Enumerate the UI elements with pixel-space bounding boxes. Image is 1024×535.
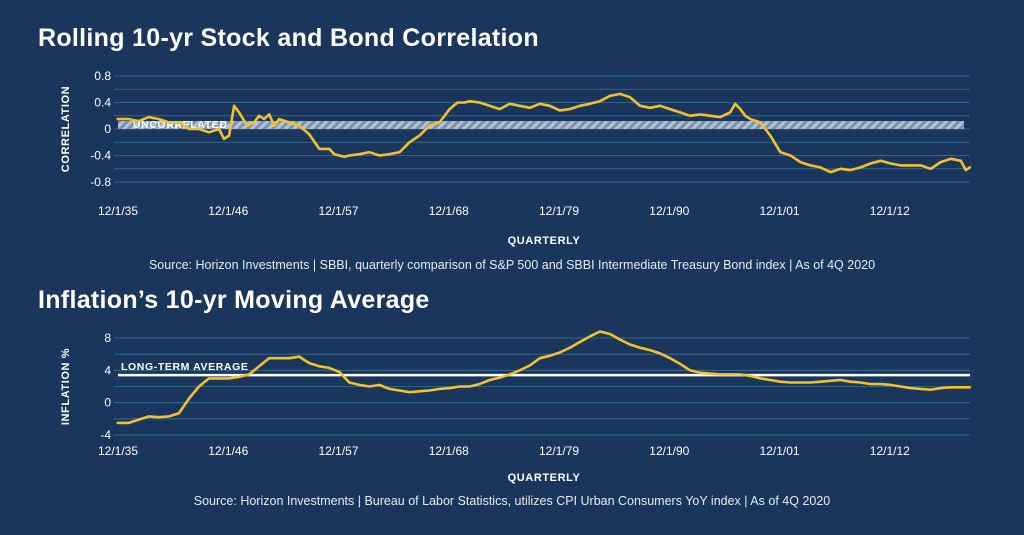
y-tick-label: 0.8	[94, 69, 111, 83]
x-tick-label: 12/1/90	[649, 444, 689, 458]
y-tick-label: 8	[104, 331, 111, 345]
y-tick-label: -0.4	[90, 149, 111, 163]
y-tick-label: 0	[104, 396, 111, 410]
x-tick-label: 12/1/12	[870, 204, 910, 218]
x-tick-label: 12/1/01	[760, 444, 800, 458]
inflation-source-note: Source: Horizon Investments | Bureau of …	[193, 494, 831, 508]
uncorrelated-band	[118, 121, 964, 129]
x-tick-label: 12/1/79	[539, 204, 579, 218]
x-axis-label: QUARTERLY	[508, 235, 581, 247]
x-tick-label: 12/1/79	[539, 444, 579, 458]
x-axis-label: QUARTERLY	[508, 472, 581, 484]
y-axis-label: INFLATION %	[60, 348, 72, 425]
y-tick-label: 0	[104, 122, 111, 136]
y-axis-label: CORRELATION	[60, 86, 72, 172]
y-tick-label: 0.4	[94, 96, 111, 110]
x-tick-label: 12/1/46	[208, 444, 248, 458]
stock-bond-source-note: Source: Horizon Investments | SBBI, quar…	[148, 258, 876, 272]
uncorrelated-label: UNCORRELATED	[133, 119, 228, 131]
series-line	[116, 92, 972, 174]
series-line	[116, 330, 972, 425]
x-tick-label: 12/1/46	[208, 204, 248, 218]
inflation-chart-title: Inflation’s 10-yr Moving Average	[38, 286, 430, 314]
stock-bond-chart-title: Rolling 10-yr Stock and Bond Correlation	[38, 24, 539, 52]
correlation-chart: UNCORRELATED 0.8 0.4 0 -0.4 -0.8 12/1/35 12/1/4…	[60, 69, 972, 247]
x-tick-label: 12/1/35	[98, 204, 138, 218]
x-tick-label: 12/1/57	[318, 204, 358, 218]
long-term-average-label: LONG-TERM AVERAGE	[121, 361, 248, 373]
x-tick-label: 12/1/68	[429, 204, 469, 218]
inflation-chart: LONG-TERM AVERAGE 8 4 0 -4 12/1/35 12/1/46 12/1…	[60, 330, 972, 484]
x-tick-label: 12/1/01	[760, 204, 800, 218]
x-tick-label: 12/1/35	[98, 444, 138, 458]
x-tick-label: 12/1/90	[649, 204, 689, 218]
x-tick-label: 12/1/57	[318, 444, 358, 458]
x-tick-label: 12/1/68	[429, 444, 469, 458]
y-tick-label: -0.8	[90, 175, 111, 189]
y-tick-label: -4	[100, 428, 111, 442]
y-tick-label: 4	[104, 363, 111, 377]
x-tick-label: 12/1/12	[870, 444, 910, 458]
